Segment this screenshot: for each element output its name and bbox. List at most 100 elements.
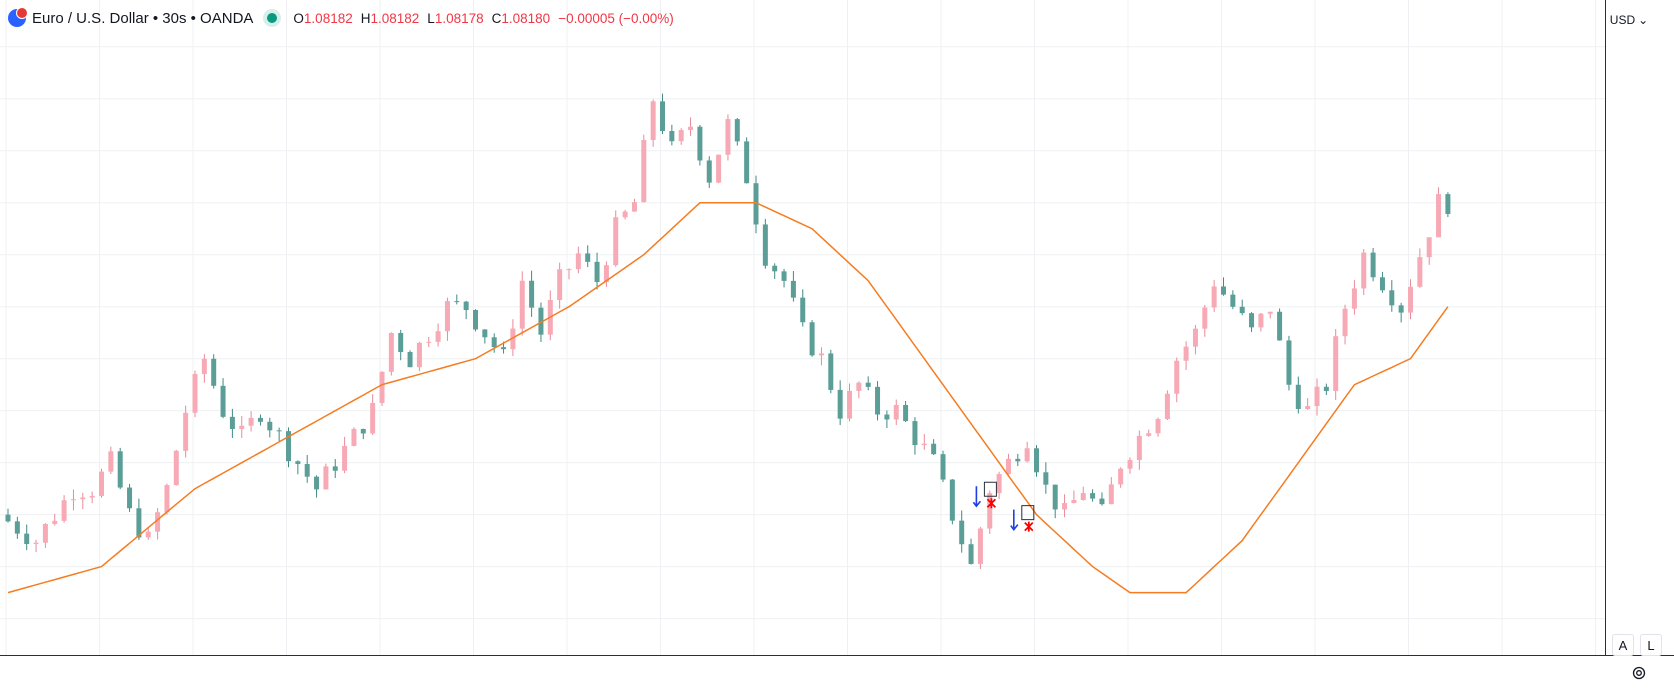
candle-body xyxy=(762,224,768,266)
candle-body xyxy=(613,217,619,266)
candle-body xyxy=(1136,435,1142,461)
candle-body xyxy=(33,542,39,544)
candle-body xyxy=(444,301,450,332)
candle-body xyxy=(1445,194,1451,215)
candle-body xyxy=(473,309,478,330)
log-scale-button[interactable]: L xyxy=(1640,634,1662,656)
candle-body xyxy=(1164,393,1170,420)
candle-body xyxy=(837,389,843,419)
candle-body xyxy=(800,297,806,323)
candle-body xyxy=(1342,308,1348,337)
candle-body xyxy=(1361,252,1367,289)
candle-body xyxy=(463,301,469,310)
time-axis[interactable] xyxy=(0,655,1674,693)
candle-body xyxy=(959,520,965,545)
candle-body xyxy=(510,328,516,350)
candle-body xyxy=(117,451,123,488)
price-scale[interactable] xyxy=(1605,0,1674,655)
candle-body xyxy=(1202,307,1208,329)
candle-body xyxy=(435,331,441,342)
candle-body xyxy=(276,430,282,432)
candle-body xyxy=(1389,290,1395,306)
candle-body xyxy=(1005,458,1011,475)
ohlc-item: C1.08180 xyxy=(491,10,551,26)
candle-body xyxy=(351,428,357,446)
candle-body xyxy=(594,261,600,283)
candle-body xyxy=(295,461,301,465)
log-scale-label: L xyxy=(1647,637,1655,653)
candle-body xyxy=(370,402,376,434)
candle-body xyxy=(229,416,235,430)
candle-body xyxy=(1323,386,1329,392)
price-chart[interactable]: 1.082401.082201.082001.081801.081601.081… xyxy=(0,0,1605,692)
ohlc-item: L1.08178 xyxy=(427,10,484,26)
candle-body xyxy=(52,520,58,524)
candle-body xyxy=(1426,237,1432,258)
candle-body xyxy=(538,307,544,335)
auto-scale-button[interactable]: A xyxy=(1612,634,1634,656)
candle-body xyxy=(1333,336,1339,392)
gear-icon[interactable] xyxy=(1631,665,1647,681)
candle-body xyxy=(1183,346,1189,361)
candle-body xyxy=(388,332,394,372)
market-open-icon[interactable] xyxy=(267,13,278,23)
currency-label: USD xyxy=(1609,13,1636,27)
candle-body xyxy=(875,386,881,415)
candle-body xyxy=(1071,500,1077,504)
candle-body xyxy=(1043,472,1049,485)
candle-body xyxy=(1351,288,1357,309)
candle-body xyxy=(977,528,983,564)
candle-body xyxy=(1295,384,1301,409)
candle-body xyxy=(790,280,796,298)
candle-body xyxy=(968,544,974,564)
chevron-down-icon: ⌄ xyxy=(1638,13,1649,27)
candle-body xyxy=(136,508,142,538)
candle-body xyxy=(1034,448,1039,473)
candle-body xyxy=(828,353,834,390)
candle-body xyxy=(501,347,507,350)
candle-body xyxy=(342,445,348,471)
candle-body xyxy=(1230,294,1236,307)
candle-body xyxy=(332,466,338,471)
candle-body xyxy=(903,404,909,422)
candle-body xyxy=(145,531,151,538)
symbol-title[interactable]: Euro / U.S. Dollar • 30s • OANDA xyxy=(32,9,254,27)
candle-body xyxy=(155,512,161,532)
candle-body xyxy=(688,126,694,131)
candle-body xyxy=(1286,340,1292,385)
candle-body xyxy=(716,154,722,183)
candle-body xyxy=(1062,503,1068,510)
candle-body xyxy=(201,358,207,375)
signal-cross-icon xyxy=(986,498,997,509)
candle-body xyxy=(407,352,413,368)
signal-box xyxy=(1021,505,1035,521)
candle-body xyxy=(697,126,703,161)
candle-body xyxy=(809,322,815,356)
candle-body xyxy=(183,412,189,451)
candle-body xyxy=(42,523,48,543)
currency-button[interactable]: USD ⌄ xyxy=(1605,8,1653,32)
candle-body xyxy=(1080,493,1086,501)
candle-body xyxy=(14,521,20,534)
candle-body xyxy=(1108,484,1114,505)
candle-body xyxy=(248,417,254,426)
candle-body xyxy=(1099,498,1105,505)
candle-body xyxy=(491,337,497,348)
candle-body xyxy=(1174,360,1180,394)
candle-body xyxy=(781,271,787,281)
candle-body xyxy=(641,140,647,203)
candle-body xyxy=(108,451,114,472)
candle-body xyxy=(1370,252,1376,278)
ohlc-item: −0.00005 (−0.00%) xyxy=(558,10,674,26)
candle-body xyxy=(734,119,740,142)
candle-body xyxy=(1127,460,1133,469)
candle-body xyxy=(239,425,245,430)
candle-body xyxy=(1052,484,1058,510)
candle-body xyxy=(1155,419,1161,434)
candle-body xyxy=(818,353,824,356)
candle-body xyxy=(1408,286,1413,313)
candle-body xyxy=(1090,493,1096,499)
candle-body xyxy=(1314,386,1320,406)
sell-arrow-icon xyxy=(972,486,982,508)
candle-body xyxy=(847,390,852,419)
